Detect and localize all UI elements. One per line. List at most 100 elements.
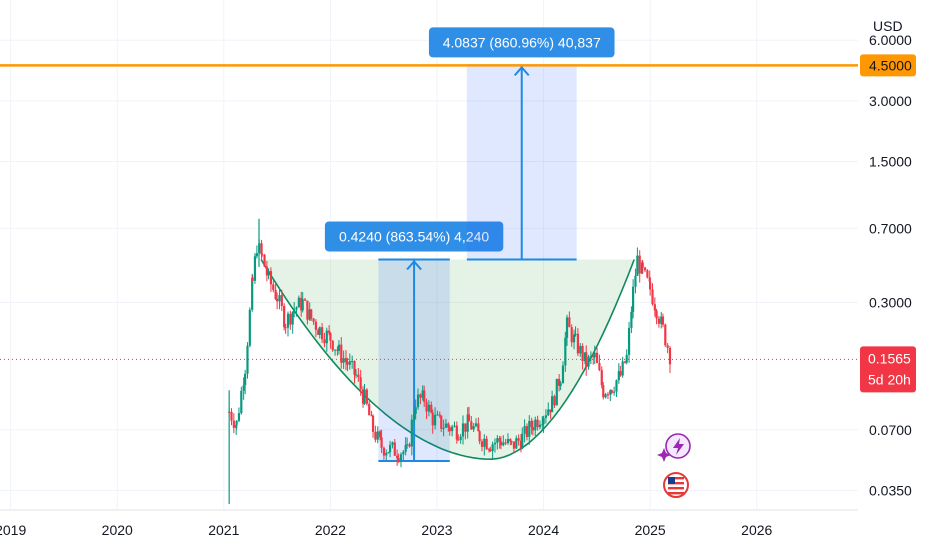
candle: [655, 308, 658, 325]
candle: [600, 366, 603, 389]
candle: [342, 350, 345, 369]
candle: [604, 392, 607, 399]
candle: [625, 349, 628, 365]
candle: [448, 425, 451, 436]
measure-label-box: [428, 27, 615, 58]
candle: [248, 307, 251, 348]
candle: [472, 422, 475, 433]
candle: [263, 254, 266, 268]
candle: [551, 390, 554, 413]
candle: [269, 267, 273, 292]
candle: [385, 449, 388, 461]
candle: [260, 239, 263, 262]
candle: [561, 361, 565, 384]
candle: [541, 416, 544, 431]
candle: [574, 326, 577, 337]
lightning-event-icon[interactable]: [657, 433, 691, 462]
measure-box-2[interactable]: 4.0837 (860.96%) 40,837: [428, 27, 615, 261]
candle: [404, 437, 407, 456]
candle: [293, 301, 296, 318]
candle: [289, 310, 292, 330]
candle: [237, 407, 241, 423]
y-axis[interactable]: USD 6.0000 3.0000 1.5000 0.7000 0.3000 0.0700…: [869, 18, 912, 498]
candle: [666, 342, 669, 354]
candle: [331, 340, 334, 352]
candle: [371, 414, 375, 438]
cup-fill: [261, 259, 635, 460]
candle: [416, 388, 420, 410]
candle: [442, 419, 445, 437]
candle: [525, 423, 529, 441]
candle: [581, 343, 584, 370]
candle: [515, 435, 518, 449]
candle: [587, 354, 590, 370]
candle: [333, 349, 337, 356]
candle: [261, 253, 264, 257]
candle: [464, 423, 467, 440]
candle: [300, 291, 303, 317]
candle: [602, 381, 605, 400]
candle: [646, 269, 649, 279]
candle: [235, 420, 238, 430]
last-price-label: 0.1565: [868, 350, 911, 366]
candle: [344, 350, 348, 371]
arrow-up-icon: [406, 259, 422, 271]
candle: [593, 345, 596, 365]
candle: [504, 438, 507, 446]
candle: [549, 409, 552, 419]
candle: [314, 319, 318, 338]
measure-box-1[interactable]: 0.4240 (863.54%) 4,240: [324, 221, 504, 463]
candle: [380, 429, 383, 453]
measure-tools: 0.4240 (863.54%) 4,240 4.0837 (860.96%) 4…: [324, 27, 615, 463]
candle: [461, 415, 465, 445]
candle: [453, 421, 456, 428]
bar-countdown-label: 5d 20h: [868, 371, 911, 387]
candle: [280, 289, 283, 311]
candle: [391, 441, 394, 449]
candle: [317, 328, 320, 335]
candle: [470, 416, 473, 430]
candle: [363, 384, 366, 406]
candle: [340, 337, 343, 369]
candle: [423, 385, 426, 407]
candle: [517, 434, 520, 446]
measure-label-box: [324, 221, 504, 252]
candle: [408, 442, 411, 448]
cup-curve: [260, 259, 635, 461]
x-axis[interactable]: 2019 2020 2021 2022 2023 2024 2025 2026: [0, 509, 858, 538]
x-tick-label: 2024: [528, 522, 559, 538]
candle: [565, 314, 569, 346]
candle: [643, 266, 647, 273]
candle: [308, 302, 311, 321]
candle: [534, 416, 537, 437]
candle: [230, 408, 233, 426]
candle: [627, 321, 631, 363]
candle: [399, 452, 403, 468]
candle: [619, 365, 622, 377]
x-tick-label: 2022: [315, 522, 346, 538]
candle: [623, 360, 627, 364]
candle: [323, 332, 326, 348]
candle: [361, 386, 365, 408]
candle: [368, 401, 371, 416]
candle: [346, 357, 349, 372]
candle: [613, 386, 616, 396]
candle: [592, 353, 595, 365]
candle: [440, 415, 443, 432]
candle: [509, 438, 512, 446]
candle: [374, 425, 377, 443]
us-flag-event-icon[interactable]: [663, 472, 689, 498]
arrow-up-icon: [513, 65, 530, 77]
last-price-tag: 0.1565 5d 20h: [860, 346, 916, 393]
candle: [459, 433, 462, 444]
candle: [265, 260, 268, 282]
candle: [413, 410, 416, 423]
candle: [489, 446, 492, 452]
candle: [351, 355, 354, 369]
candle: [530, 417, 533, 435]
candle: [295, 306, 298, 317]
candle: [538, 420, 542, 430]
candle: [318, 326, 321, 339]
candle: [523, 419, 526, 443]
candle: [272, 280, 275, 293]
